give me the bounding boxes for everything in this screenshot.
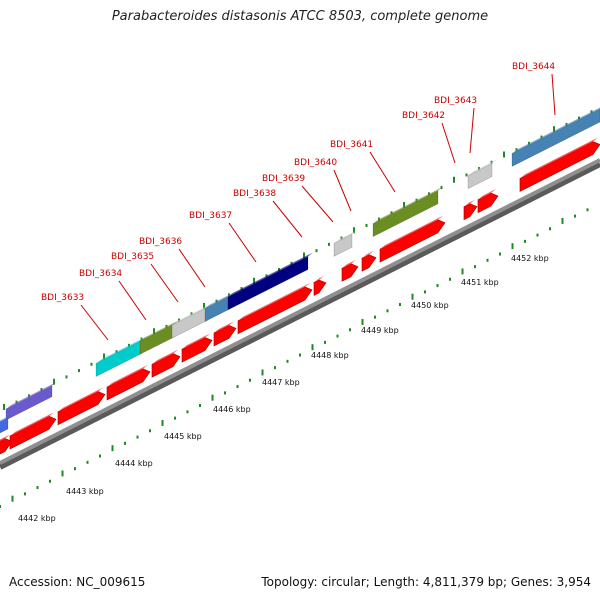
label-leader-line	[369, 151, 396, 193]
label-leader-line	[301, 185, 334, 223]
genome-summary-text: Topology: circular; Length: 4,811,379 bp…	[261, 575, 591, 589]
gene-label-bdi-3638: BDI_3638	[233, 189, 276, 199]
cds-arrow	[463, 203, 478, 221]
cds-arrow-top	[380, 215, 443, 250]
cds-arrow-top	[10, 412, 54, 436]
gene-block-bdi-3641-top	[373, 186, 443, 224]
gene-label-bdi-3639: BDI_3639	[262, 174, 305, 184]
gene-block-bdi-3641	[372, 190, 439, 238]
cds-arrow-top	[152, 349, 178, 365]
cds-arrow	[213, 325, 237, 347]
left-blue-feature-top	[0, 413, 13, 422]
gene-block-bdi-3635	[171, 306, 209, 339]
scale-label: 4443 kbp	[66, 487, 104, 496]
cds-arrow	[341, 263, 359, 282]
gene-labels: BDI_3633 BDI_3634 BDI_3635 BDI_3636 BDI_3637…	[41, 62, 556, 341]
gene-block-bdi-3634	[139, 323, 176, 355]
cds-arrow-top	[362, 250, 374, 259]
outer-tick-track	[3, 110, 593, 410]
cds-arrow-top	[520, 137, 598, 179]
cds-arrow-top	[0, 434, 10, 441]
cds-arrow-top	[464, 199, 475, 207]
gene-label-bdi-3642: BDI_3642	[402, 111, 445, 121]
cds-track	[0, 137, 600, 455]
gene-label-bdi-3636: BDI_3636	[139, 237, 182, 247]
gene-label-bdi-3640: BDI_3640	[294, 158, 337, 168]
gene-label-bdi-3641: BDI_3641	[330, 140, 373, 150]
gene-block-bdi-3643-top	[468, 159, 497, 176]
label-leader-line	[551, 73, 556, 116]
gene-label-bdi-3634: BDI_3634	[79, 269, 122, 279]
gene-block-bdi-3635-top	[172, 302, 213, 326]
scale-label: 4446 kbp	[213, 405, 251, 414]
gene-block-bdi-3644-top	[512, 107, 600, 154]
scale-label: 4442 kbp	[18, 514, 56, 523]
label-leader-line	[469, 107, 475, 154]
backbone-shadow	[0, 161, 600, 470]
feature-track	[0, 107, 600, 434]
gene-label-bdi-3637: BDI_3637	[189, 211, 232, 221]
gene-block-bdi-3636-top	[205, 292, 233, 309]
cds-arrow-top	[314, 275, 324, 283]
cds-arrow	[361, 254, 377, 272]
scale-label: 4451 kbp	[461, 278, 499, 287]
map-title: Parabacteroides distasonis ATCC 8503, co…	[111, 9, 489, 24]
scale-label: 4445 kbp	[164, 432, 202, 441]
cds-arrow	[57, 391, 106, 426]
gene-label-bdi-3643: BDI_3643	[434, 96, 477, 106]
cds-arrow-top	[214, 321, 234, 333]
label-leader-line	[80, 304, 109, 341]
cds-arrow-top	[342, 259, 356, 269]
cds-arrow-top	[58, 387, 103, 412]
gene-block-bdi-3643	[467, 163, 493, 190]
left-purple-feature	[5, 385, 53, 421]
gene-block-bdi-3637-top	[228, 252, 313, 297]
label-leader-line	[118, 280, 147, 321]
gene-block-bdi-3644	[511, 108, 600, 167]
label-leader-line	[228, 222, 257, 263]
scale-label: 4450 kbp	[411, 301, 449, 310]
scale-label: 4447 kbp	[262, 378, 300, 387]
gene-block-bdi-3639-top	[334, 230, 357, 244]
cds-arrow-top	[107, 364, 148, 387]
gene-block-bdi-3637	[227, 255, 309, 311]
accession-text: Accession: NC_009615	[9, 575, 146, 589]
label-leader-line	[178, 248, 206, 288]
cds-arrow-top	[182, 333, 210, 350]
cds-arrow	[477, 192, 499, 214]
backbone-line	[0, 158, 600, 465]
label-leader-line	[272, 200, 303, 238]
cds-arrow-top	[238, 282, 310, 321]
scale-labels: 4442 kbp 4443 kbp 4444 kbp 4445 kbp 4446 kbp…	[18, 254, 549, 523]
label-leader-line	[150, 263, 179, 303]
gene-block-bdi-3633-top	[96, 336, 147, 364]
left-purple-feature-top	[6, 381, 57, 409]
label-leader-line	[441, 122, 456, 164]
scale-label: 4448 kbp	[311, 351, 349, 360]
gene-label-bdi-3635: BDI_3635	[111, 252, 154, 262]
scale-tick-track	[0, 208, 589, 508]
gene-label-bdi-3644: BDI_3644	[512, 62, 555, 72]
label-leader-line	[333, 169, 352, 212]
scale-label: 4444 kbp	[115, 459, 153, 468]
gene-block-bdi-3633	[95, 339, 143, 378]
cds-arrow	[313, 279, 327, 296]
gene-block-bdi-3634-top	[140, 319, 180, 342]
cds-arrow-top	[478, 189, 496, 200]
backbone-track	[0, 158, 600, 470]
scale-label: 4449 kbp	[361, 326, 399, 335]
scale-label: 4452 kbp	[511, 254, 549, 263]
cds-arrow	[379, 219, 446, 263]
gene-label-bdi-3633: BDI_3633	[41, 293, 84, 303]
